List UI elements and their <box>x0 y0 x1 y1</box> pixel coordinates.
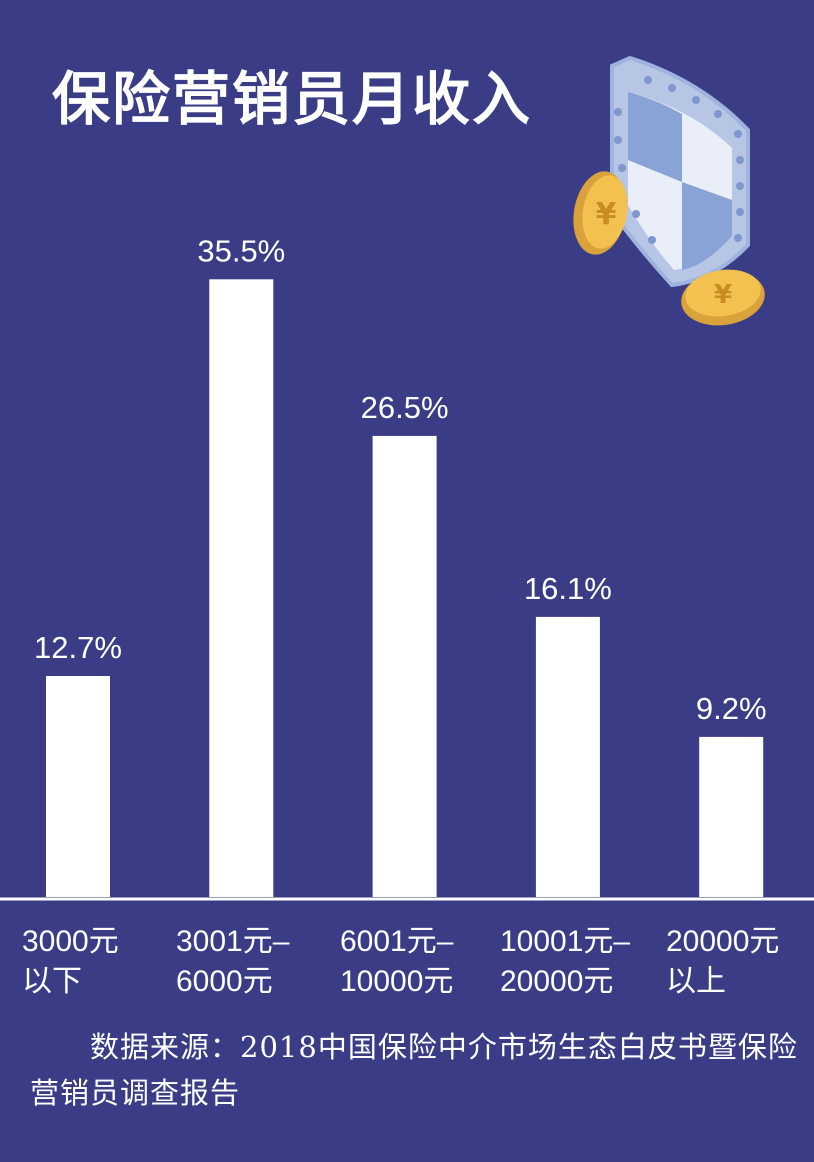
shield-icon <box>610 55 750 288</box>
svg-text:¥: ¥ <box>714 280 732 310</box>
value-label-2: 26.5% <box>361 390 449 425</box>
bars-layer <box>46 279 764 897</box>
bar-3 <box>535 616 600 897</box>
source-note: 数据来源：2018中国保险中介市场生态白皮书暨保险营销员调查报告 <box>30 1024 802 1116</box>
yuan-coin-icon: ¥ <box>681 269 765 326</box>
value-label-0: 12.7% <box>34 630 122 665</box>
bar-2 <box>372 435 437 897</box>
svg-text:¥: ¥ <box>596 197 617 232</box>
x-tick-label-2: 6001元– 10000元 <box>340 925 454 998</box>
source-text: 2018中国保险中介市场生态白皮书暨保险营销员调查报告 <box>30 1030 798 1110</box>
value-labels-layer: 12.7% 35.5% 26.5% 16.1% 9.2% <box>34 233 766 726</box>
bar-4 <box>699 736 764 897</box>
value-label-3: 16.1% <box>524 571 612 606</box>
bar-0 <box>46 676 110 897</box>
value-label-1: 35.5% <box>197 233 285 268</box>
value-label-4: 9.2% <box>696 691 767 726</box>
yuan-coin-icon: ¥ <box>573 171 628 255</box>
x-tick-label-3: 10001元– 20000元 <box>500 925 631 998</box>
source-prefix: 数据来源： <box>90 1030 241 1064</box>
x-tick-label-0: 3000元 以下 <box>22 925 119 998</box>
x-tick-label-4: 20000元 以上 <box>666 925 780 998</box>
bar-1 <box>209 279 274 897</box>
page-title: 保险营销员月收入 <box>52 65 533 133</box>
x-tick-label-1: 3001元– 6000元 <box>176 925 290 998</box>
